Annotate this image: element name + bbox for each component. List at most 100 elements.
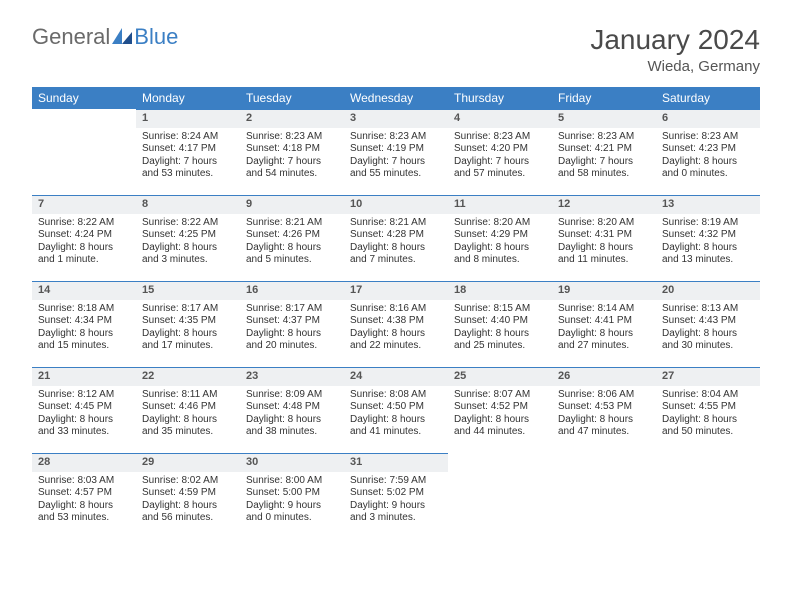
day-number: 1 [136,109,240,128]
daylight-text: Daylight: 7 hours [142,156,234,169]
day-details: Sunrise: 8:17 AMSunset: 4:35 PMDaylight:… [136,300,240,359]
logo-text-1: General [32,24,110,50]
calendar-day-cell: 14Sunrise: 8:18 AMSunset: 4:34 PMDayligh… [32,281,136,367]
calendar-day-cell: 20Sunrise: 8:13 AMSunset: 4:43 PMDayligh… [656,281,760,367]
day-details: Sunrise: 8:02 AMSunset: 4:59 PMDaylight:… [136,472,240,531]
sunset-text: Sunset: 4:43 PM [662,315,754,328]
daylight-text: Daylight: 8 hours [662,414,754,427]
daylight-text: and 5 minutes. [246,254,338,267]
calendar-day-cell: 4Sunrise: 8:23 AMSunset: 4:20 PMDaylight… [448,109,552,195]
weekday-header: Saturday [656,87,760,109]
sunrise-text: Sunrise: 8:07 AM [454,389,546,402]
daylight-text: and 0 minutes. [246,512,338,525]
day-details: Sunrise: 8:22 AMSunset: 4:25 PMDaylight:… [136,214,240,273]
daylight-text: Daylight: 8 hours [142,242,234,255]
day-number: 11 [448,195,552,214]
calendar-day-cell: 17Sunrise: 8:16 AMSunset: 4:38 PMDayligh… [344,281,448,367]
calendar-day-cell: 15Sunrise: 8:17 AMSunset: 4:35 PMDayligh… [136,281,240,367]
daylight-text: and 57 minutes. [454,168,546,181]
calendar-day-cell: 31Sunrise: 7:59 AMSunset: 5:02 PMDayligh… [344,453,448,539]
day-number: 5 [552,109,656,128]
day-details: Sunrise: 8:24 AMSunset: 4:17 PMDaylight:… [136,128,240,187]
daylight-text: and 17 minutes. [142,340,234,353]
day-number: 21 [32,367,136,386]
sunset-text: Sunset: 4:53 PM [558,401,650,414]
sunset-text: Sunset: 4:19 PM [350,143,442,156]
daylight-text: and 3 minutes. [142,254,234,267]
daylight-text: and 20 minutes. [246,340,338,353]
weekday-header: Friday [552,87,656,109]
day-number: 24 [344,367,448,386]
day-details: Sunrise: 8:23 AMSunset: 4:23 PMDaylight:… [656,128,760,187]
calendar-day-cell: 7Sunrise: 8:22 AMSunset: 4:24 PMDaylight… [32,195,136,281]
daylight-text: Daylight: 8 hours [558,328,650,341]
daylight-text: and 7 minutes. [350,254,442,267]
daylight-text: and 11 minutes. [558,254,650,267]
daylight-text: Daylight: 7 hours [454,156,546,169]
weekday-header-row: SundayMondayTuesdayWednesdayThursdayFrid… [32,87,760,109]
sunrise-text: Sunrise: 8:11 AM [142,389,234,402]
calendar-day-cell: 16Sunrise: 8:17 AMSunset: 4:37 PMDayligh… [240,281,344,367]
sunset-text: Sunset: 4:29 PM [454,229,546,242]
calendar-day-cell: 6Sunrise: 8:23 AMSunset: 4:23 PMDaylight… [656,109,760,195]
daylight-text: and 50 minutes. [662,426,754,439]
day-number: 28 [32,453,136,472]
day-number: 26 [552,367,656,386]
day-number: 29 [136,453,240,472]
calendar-day-cell: 2Sunrise: 8:23 AMSunset: 4:18 PMDaylight… [240,109,344,195]
day-number: 14 [32,281,136,300]
calendar-week-row: 14Sunrise: 8:18 AMSunset: 4:34 PMDayligh… [32,281,760,367]
logo-text-2: Blue [134,24,178,50]
daylight-text: Daylight: 8 hours [350,242,442,255]
sunrise-text: Sunrise: 8:23 AM [246,131,338,144]
sunrise-text: Sunrise: 8:17 AM [246,303,338,316]
calendar-day-cell: 23Sunrise: 8:09 AMSunset: 4:48 PMDayligh… [240,367,344,453]
weekday-header: Monday [136,87,240,109]
sunset-text: Sunset: 4:34 PM [38,315,130,328]
sunrise-text: Sunrise: 8:21 AM [350,217,442,230]
sunset-text: Sunset: 4:37 PM [246,315,338,328]
day-number: 8 [136,195,240,214]
daylight-text: Daylight: 8 hours [246,414,338,427]
sunset-text: Sunset: 4:45 PM [38,401,130,414]
calendar-day-cell: 21Sunrise: 8:12 AMSunset: 4:45 PMDayligh… [32,367,136,453]
day-details: Sunrise: 8:17 AMSunset: 4:37 PMDaylight:… [240,300,344,359]
day-details: Sunrise: 8:11 AMSunset: 4:46 PMDaylight:… [136,386,240,445]
day-number: 31 [344,453,448,472]
daylight-text: Daylight: 8 hours [558,242,650,255]
daylight-text: Daylight: 8 hours [558,414,650,427]
calendar-day-cell: 5Sunrise: 8:23 AMSunset: 4:21 PMDaylight… [552,109,656,195]
sunset-text: Sunset: 4:38 PM [350,315,442,328]
day-number: 23 [240,367,344,386]
day-number: 3 [344,109,448,128]
daylight-text: and 38 minutes. [246,426,338,439]
daylight-text: Daylight: 8 hours [246,242,338,255]
daylight-text: Daylight: 8 hours [38,414,130,427]
day-number: 15 [136,281,240,300]
day-number: 27 [656,367,760,386]
sunset-text: Sunset: 4:21 PM [558,143,650,156]
daylight-text: Daylight: 8 hours [662,242,754,255]
calendar-day-cell [32,109,136,195]
sunset-text: Sunset: 4:52 PM [454,401,546,414]
calendar-day-cell: 12Sunrise: 8:20 AMSunset: 4:31 PMDayligh… [552,195,656,281]
day-number: 6 [656,109,760,128]
calendar-day-cell: 13Sunrise: 8:19 AMSunset: 4:32 PMDayligh… [656,195,760,281]
day-details: Sunrise: 7:59 AMSunset: 5:02 PMDaylight:… [344,472,448,531]
calendar-day-cell: 28Sunrise: 8:03 AMSunset: 4:57 PMDayligh… [32,453,136,539]
calendar-day-cell: 22Sunrise: 8:11 AMSunset: 4:46 PMDayligh… [136,367,240,453]
sunrise-text: Sunrise: 8:16 AM [350,303,442,316]
day-details: Sunrise: 8:22 AMSunset: 4:24 PMDaylight:… [32,214,136,273]
daylight-text: and 30 minutes. [662,340,754,353]
sunset-text: Sunset: 4:17 PM [142,143,234,156]
day-details: Sunrise: 8:18 AMSunset: 4:34 PMDaylight:… [32,300,136,359]
daylight-text: Daylight: 9 hours [350,500,442,513]
day-details: Sunrise: 8:19 AMSunset: 4:32 PMDaylight:… [656,214,760,273]
calendar-day-cell: 8Sunrise: 8:22 AMSunset: 4:25 PMDaylight… [136,195,240,281]
daylight-text: and 41 minutes. [350,426,442,439]
day-details: Sunrise: 8:09 AMSunset: 4:48 PMDaylight:… [240,386,344,445]
day-number: 22 [136,367,240,386]
sunrise-text: Sunrise: 8:06 AM [558,389,650,402]
daylight-text: Daylight: 8 hours [38,500,130,513]
day-number: 7 [32,195,136,214]
